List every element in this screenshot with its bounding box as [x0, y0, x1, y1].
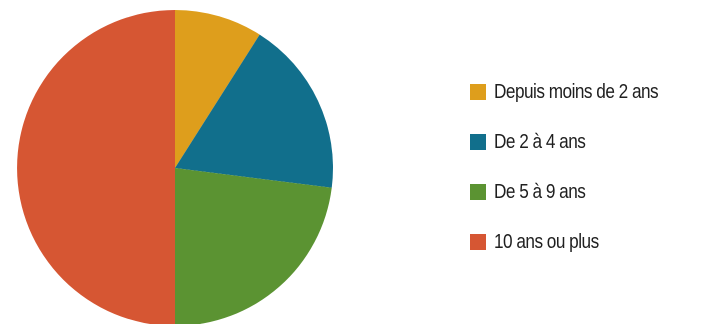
legend-swatch-de-5-a-9-ans: [470, 184, 486, 200]
pie-slice-depuis-moins-de-2-ans: [175, 10, 260, 168]
legend-item-de-5-a-9-ans: De 5 à 9 ans: [470, 178, 702, 206]
legend-swatch-de-2-a-4-ans: [470, 134, 486, 150]
pie-slice-de-5-a-9-ans: [175, 168, 332, 324]
legend-label-de-2-a-4-ans: De 2 à 4 ans: [494, 130, 586, 153]
legend-label-de-5-a-9-ans: De 5 à 9 ans: [494, 180, 586, 203]
legend-swatch-depuis-moins-de-2-ans: [470, 84, 486, 100]
pie-chart: [17, 10, 333, 324]
legend-swatch-10-ans-ou-plus: [470, 234, 486, 250]
pie-slice-10-ans-ou-plus: [17, 10, 175, 324]
legend-item-10-ans-ou-plus: 10 ans ou plus: [470, 228, 702, 256]
legend-item-de-2-a-4-ans: De 2 à 4 ans: [470, 128, 702, 156]
legend-label-depuis-moins-de-2-ans: Depuis moins de 2 ans: [494, 80, 659, 103]
pie-slice-de-2-a-4-ans: [175, 34, 333, 188]
legend-label-10-ans-ou-plus: 10 ans ou plus: [494, 230, 599, 253]
chart-legend: Depuis moins de 2 ans De 2 à 4 ans De 5 …: [470, 78, 702, 256]
legend-item-depuis-moins-de-2-ans: Depuis moins de 2 ans: [470, 78, 702, 106]
